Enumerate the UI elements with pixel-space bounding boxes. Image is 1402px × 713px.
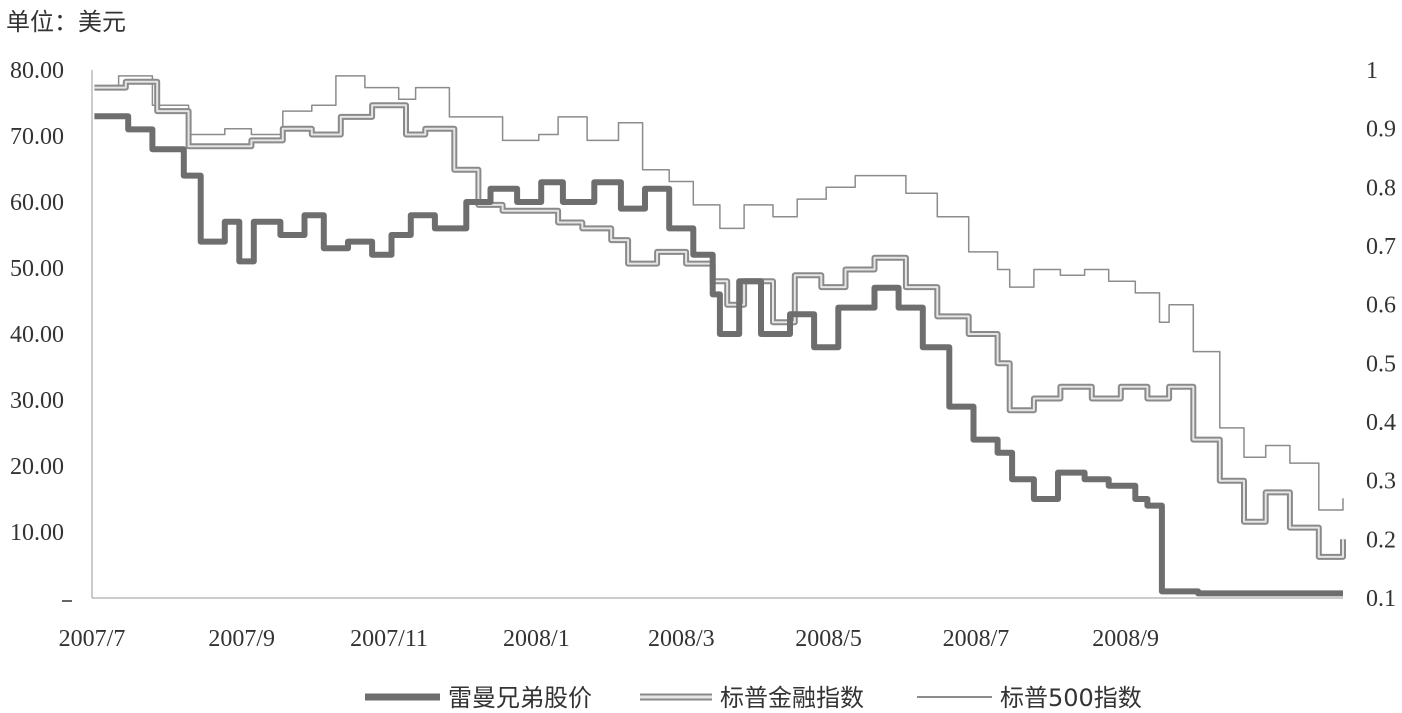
x-tick-label: 2008/9 bbox=[1092, 626, 1159, 652]
left-tick-label: 30.00 bbox=[10, 388, 64, 414]
series-line-sp500 bbox=[94, 75, 1344, 511]
series-line-lehman bbox=[94, 113, 1343, 597]
left-tick-label: 40.00 bbox=[10, 322, 64, 348]
legend: 雷曼兄弟股价 标普金融指数 标普500指数 bbox=[365, 684, 1142, 712]
x-tick-label: 2007/11 bbox=[350, 626, 428, 652]
left-tick-label: 80.00 bbox=[10, 58, 64, 84]
legend-label: 标普金融指数 bbox=[720, 684, 864, 712]
right-tick-label: 0.5 bbox=[1366, 351, 1396, 377]
x-tick-label: 2007/9 bbox=[208, 626, 275, 652]
right-tick-label: 0.9 bbox=[1366, 117, 1396, 143]
left-tick-label: 60.00 bbox=[10, 190, 64, 216]
left-tick-label: 70.00 bbox=[10, 124, 64, 150]
right-tick-label: 0.6 bbox=[1366, 293, 1396, 319]
legend-label: 雷曼兄弟股价 bbox=[448, 684, 592, 712]
right-tick-label: 0.7 bbox=[1366, 234, 1396, 260]
chart-axes bbox=[62, 70, 1343, 602]
x-tick-label: 2008/7 bbox=[943, 626, 1010, 652]
right-tick-label: 0.8 bbox=[1366, 175, 1396, 201]
unit-label: 单位：美元 bbox=[6, 8, 126, 36]
x-axis-ticks: 2007/7 2007/9 2007/11 2008/1 2008/3 2008/5 200… bbox=[59, 626, 1159, 652]
left-tick-label: 10.00 bbox=[10, 520, 64, 546]
right-tick-label: 1 bbox=[1366, 58, 1378, 84]
x-tick-label: 2008/5 bbox=[795, 626, 862, 652]
right-tick-label: 0.3 bbox=[1366, 469, 1396, 495]
right-axis-ticks: 1 0.9 0.8 0.7 0.6 0.5 0.4 0.3 0.2 0.1 bbox=[1366, 58, 1396, 612]
right-tick-label: 0.4 bbox=[1366, 410, 1396, 436]
left-tick-label: 50.00 bbox=[10, 256, 64, 282]
right-tick-label: 0.2 bbox=[1366, 527, 1396, 553]
x-tick-label: 2008/3 bbox=[648, 626, 715, 652]
right-tick-label: 0.1 bbox=[1366, 586, 1396, 612]
series-layer bbox=[94, 75, 1346, 597]
legend-label: 标普500指数 bbox=[1000, 684, 1142, 712]
left-axis-ticks: 80.00 70.00 60.00 50.00 40.00 30.00 20.00 10.00 bbox=[10, 58, 64, 546]
x-tick-label: 2008/1 bbox=[503, 626, 570, 652]
x-tick-label: 2007/7 bbox=[59, 626, 126, 652]
left-tick-label: 20.00 bbox=[10, 454, 64, 480]
